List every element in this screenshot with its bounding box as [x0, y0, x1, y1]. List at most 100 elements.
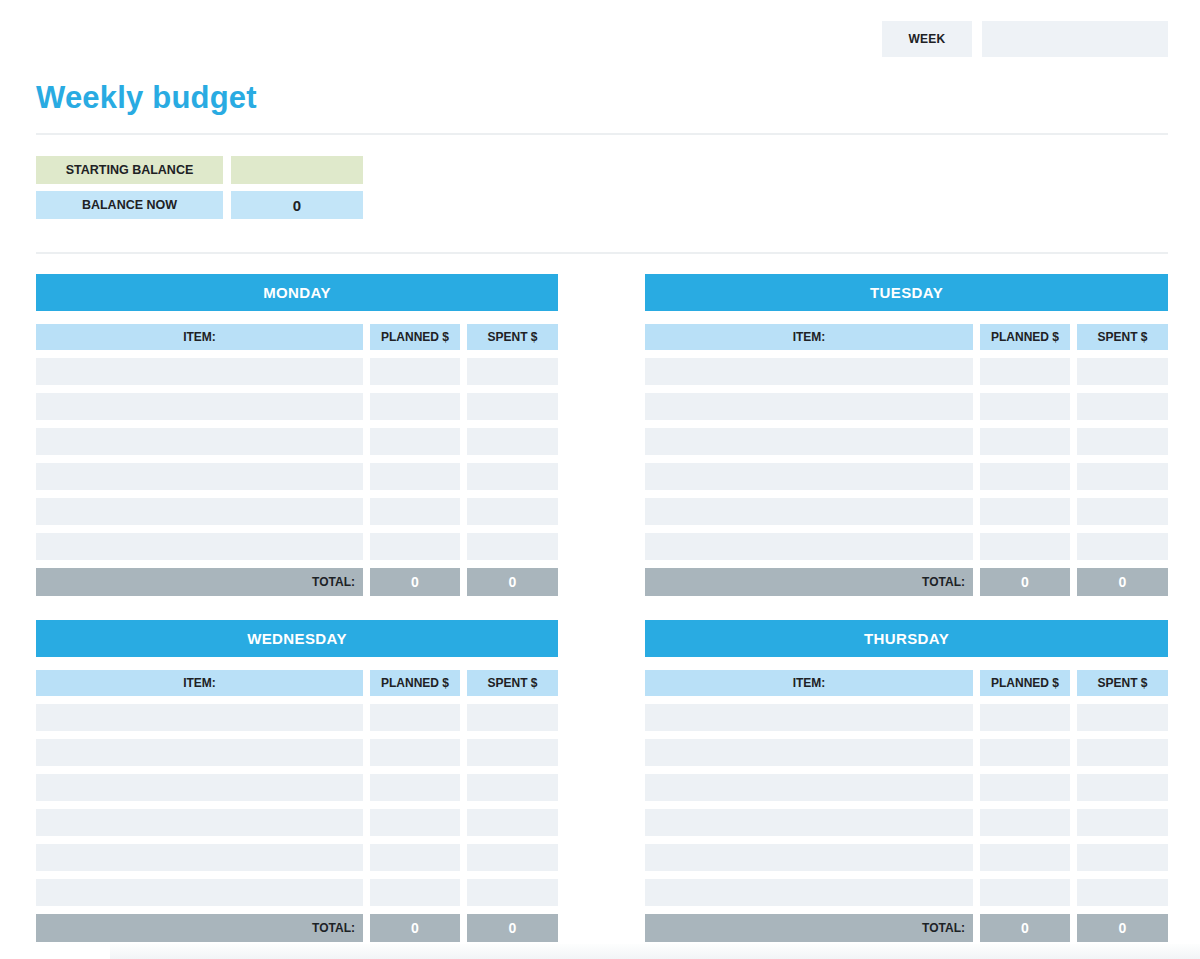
week-value-input[interactable]: [982, 21, 1168, 57]
row-cell-planned[interactable]: [980, 704, 1070, 731]
row-cell-spent[interactable]: [467, 428, 558, 455]
row-cell-planned[interactable]: [980, 358, 1070, 385]
row-cell-spent[interactable]: [1077, 809, 1168, 836]
row-cell-planned[interactable]: [980, 428, 1070, 455]
balance-now-value: 0: [231, 191, 363, 219]
row-cell-spent[interactable]: [467, 498, 558, 525]
row-cell-spent[interactable]: [1077, 774, 1168, 801]
row-cell-item[interactable]: [36, 533, 363, 560]
column-header-spent: SPENT $: [1077, 670, 1168, 696]
page-title: Weekly budget: [36, 80, 1200, 116]
row-cell-item[interactable]: [645, 393, 973, 420]
row-cell-item[interactable]: [36, 428, 363, 455]
row-cell-spent[interactable]: [1077, 393, 1168, 420]
row-cell-planned[interactable]: [980, 879, 1070, 906]
column-header-spent: SPENT $: [467, 324, 558, 350]
table-row: [36, 393, 558, 420]
table-row: [36, 704, 558, 731]
table-row: [645, 739, 1168, 766]
row-cell-spent[interactable]: [467, 739, 558, 766]
row-cell-planned[interactable]: [370, 533, 460, 560]
row-cell-spent[interactable]: [1077, 463, 1168, 490]
table-row: [645, 393, 1168, 420]
balance-section: STARTING BALANCE BALANCE NOW 0: [36, 156, 1200, 219]
table-row: [645, 428, 1168, 455]
row-cell-item[interactable]: [645, 358, 973, 385]
row-cell-item[interactable]: [645, 463, 973, 490]
row-cell-planned[interactable]: [370, 358, 460, 385]
row-cell-planned[interactable]: [980, 739, 1070, 766]
row-cell-item[interactable]: [645, 704, 973, 731]
row-cell-spent[interactable]: [467, 774, 558, 801]
week-label: WEEK: [882, 21, 972, 57]
row-cell-planned[interactable]: [370, 809, 460, 836]
row-cell-item[interactable]: [36, 463, 363, 490]
row-cell-spent[interactable]: [1077, 428, 1168, 455]
day-table-monday: MONDAY ITEM: PLANNED $ SPENT $ TOTAL: 0 …: [36, 274, 558, 596]
row-cell-item[interactable]: [645, 533, 973, 560]
row-cell-spent[interactable]: [1077, 533, 1168, 560]
row-cell-planned[interactable]: [370, 498, 460, 525]
row-cell-item[interactable]: [645, 844, 973, 871]
row-cell-planned[interactable]: [370, 704, 460, 731]
row-cell-spent[interactable]: [467, 463, 558, 490]
table-row: [645, 463, 1168, 490]
table-row: [36, 428, 558, 455]
total-planned-value: 0: [370, 568, 460, 596]
table-row: [36, 809, 558, 836]
day-table-tuesday: TUESDAY ITEM: PLANNED $ SPENT $ TOTAL: 0…: [645, 274, 1168, 596]
row-cell-planned[interactable]: [370, 879, 460, 906]
row-cell-spent[interactable]: [1077, 879, 1168, 906]
row-cell-planned[interactable]: [980, 463, 1070, 490]
day-header: TUESDAY: [645, 274, 1168, 311]
row-cell-spent[interactable]: [467, 393, 558, 420]
row-cell-spent[interactable]: [467, 533, 558, 560]
row-cell-planned[interactable]: [370, 774, 460, 801]
table-row: [645, 533, 1168, 560]
starting-balance-value-input[interactable]: [231, 156, 363, 184]
row-cell-item[interactable]: [645, 428, 973, 455]
row-cell-planned[interactable]: [370, 463, 460, 490]
row-cell-item[interactable]: [36, 739, 363, 766]
total-spent-value: 0: [467, 914, 558, 942]
row-cell-item[interactable]: [36, 844, 363, 871]
row-cell-item[interactable]: [36, 879, 363, 906]
total-spent-value: 0: [1077, 568, 1168, 596]
row-cell-planned[interactable]: [980, 809, 1070, 836]
row-cell-planned[interactable]: [370, 844, 460, 871]
row-cell-planned[interactable]: [370, 739, 460, 766]
table-row: [645, 879, 1168, 906]
row-cell-planned[interactable]: [980, 844, 1070, 871]
row-cell-item[interactable]: [645, 879, 973, 906]
row-cell-item[interactable]: [36, 498, 363, 525]
total-label: TOTAL:: [36, 914, 363, 942]
row-cell-planned[interactable]: [980, 498, 1070, 525]
table-row: [645, 844, 1168, 871]
row-cell-item[interactable]: [36, 774, 363, 801]
row-cell-item[interactable]: [645, 498, 973, 525]
total-planned-value: 0: [980, 568, 1070, 596]
row-cell-spent[interactable]: [467, 844, 558, 871]
row-cell-planned[interactable]: [370, 393, 460, 420]
row-cell-planned[interactable]: [370, 428, 460, 455]
row-cell-planned[interactable]: [980, 533, 1070, 560]
row-cell-item[interactable]: [36, 393, 363, 420]
row-cell-item[interactable]: [645, 774, 973, 801]
row-cell-item[interactable]: [645, 739, 973, 766]
row-cell-spent[interactable]: [467, 879, 558, 906]
row-cell-spent[interactable]: [467, 809, 558, 836]
row-cell-item[interactable]: [645, 809, 973, 836]
row-cell-item[interactable]: [36, 809, 363, 836]
row-cell-spent[interactable]: [467, 358, 558, 385]
row-cell-spent[interactable]: [1077, 498, 1168, 525]
row-cell-planned[interactable]: [980, 393, 1070, 420]
row-cell-item[interactable]: [36, 358, 363, 385]
row-cell-spent[interactable]: [1077, 739, 1168, 766]
row-cell-planned[interactable]: [980, 774, 1070, 801]
row-cell-spent[interactable]: [467, 704, 558, 731]
row-cell-spent[interactable]: [1077, 358, 1168, 385]
column-header-item: ITEM:: [36, 670, 363, 696]
row-cell-spent[interactable]: [1077, 704, 1168, 731]
row-cell-item[interactable]: [36, 704, 363, 731]
row-cell-spent[interactable]: [1077, 844, 1168, 871]
